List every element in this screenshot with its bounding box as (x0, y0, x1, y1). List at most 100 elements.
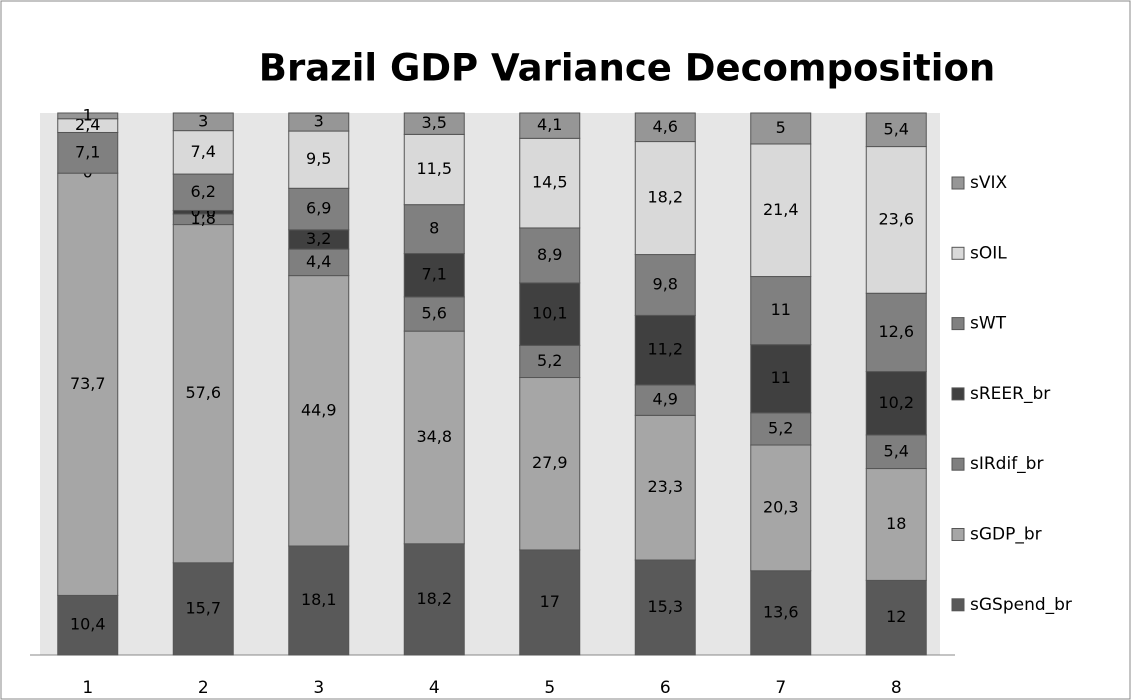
legend-label: sGSpend_br (970, 595, 1072, 615)
bar-segment (519, 282, 581, 346)
data-label: 11 (771, 368, 791, 387)
data-label: 6,9 (306, 199, 331, 218)
data-label: 18,1 (301, 590, 337, 609)
data-label: 9,5 (306, 149, 331, 168)
bar-segment (403, 253, 465, 298)
bar-segment (403, 543, 465, 656)
bar-segment (865, 579, 927, 656)
data-label: 12 (886, 607, 906, 626)
data-label: 3,5 (422, 113, 447, 132)
data-label: 17 (540, 592, 560, 611)
data-label: 1 (83, 105, 93, 124)
bar-segment (288, 248, 350, 277)
bar-segment (634, 559, 696, 656)
x-tick-label: 3 (313, 678, 324, 698)
bar-segment (750, 143, 812, 278)
data-label: 20,3 (763, 497, 799, 516)
bar-segment (519, 377, 581, 551)
data-label: 11,2 (647, 340, 683, 359)
legend-swatch (951, 176, 965, 190)
bar-segment (172, 173, 234, 211)
data-label: 8,9 (537, 245, 562, 264)
bar-segment (519, 344, 581, 379)
bar-segment (57, 131, 119, 174)
bar-segment (634, 112, 696, 143)
bar-segment (288, 545, 350, 656)
x-tick-label: 8 (891, 678, 902, 698)
bar-segment (519, 137, 581, 229)
data-label: 11 (771, 300, 791, 319)
data-label: 18 (886, 514, 906, 533)
bar-segment (634, 414, 696, 561)
data-label: 18,2 (416, 589, 452, 608)
data-label: 4,1 (537, 115, 562, 134)
chart-title: Brazil GDP Variance Decomposition (259, 47, 995, 90)
bar-segment (519, 549, 581, 656)
legend-label: sREER_br (970, 384, 1050, 404)
legend-swatch (951, 387, 965, 401)
bar-segment (288, 275, 350, 547)
data-label: 3,2 (306, 229, 331, 248)
bar-segment (750, 112, 812, 145)
data-label: 7,1 (75, 142, 100, 161)
data-label: 5,4 (884, 441, 909, 460)
data-label: 18,2 (647, 188, 683, 207)
bar-segment (634, 141, 696, 256)
data-label: 5,4 (884, 119, 909, 138)
data-label: 73,7 (70, 374, 106, 393)
data-label: 9,8 (653, 274, 678, 293)
bar-segment (403, 296, 465, 332)
legend-label: sOIL (970, 243, 1007, 263)
data-label: 10,1 (532, 304, 568, 323)
bar-segment (750, 570, 812, 656)
bar-segment (519, 112, 581, 139)
bar-segment (172, 112, 234, 132)
data-label: 15,7 (185, 598, 221, 617)
bar-segment (288, 130, 350, 189)
bar-segment (172, 562, 234, 656)
bar-segment (519, 227, 581, 284)
data-label: 5 (776, 118, 786, 137)
bar-segment (57, 112, 119, 120)
bar-segment (865, 146, 927, 294)
data-label: 23,6 (878, 209, 914, 228)
data-label: 5,2 (768, 418, 793, 437)
legend-label: sVIX (970, 173, 1008, 193)
data-label: 21,4 (763, 200, 799, 219)
x-tick-label: 7 (775, 678, 786, 698)
data-label: 5,6 (422, 304, 447, 323)
bar-segment (288, 112, 350, 132)
x-tick-label: 6 (660, 678, 671, 698)
data-label: 4,6 (653, 117, 678, 136)
data-label: 6,2 (191, 182, 216, 201)
legend-swatch (951, 598, 965, 612)
bar-segment (865, 292, 927, 373)
bar-segment (865, 112, 927, 148)
data-label: 4,4 (306, 252, 331, 271)
data-label: 5,2 (537, 351, 562, 370)
bar-segment (634, 314, 696, 386)
data-label: 4,9 (653, 390, 678, 409)
data-label: 14,5 (532, 173, 568, 192)
data-label: 8 (429, 219, 439, 238)
bar-segment (750, 276, 812, 346)
data-label: 57,6 (185, 383, 221, 402)
bar-segment (750, 344, 812, 414)
bar-segment (403, 112, 465, 135)
data-label: 44,9 (301, 400, 337, 419)
bar-segment (172, 224, 234, 564)
data-label: 34,8 (416, 427, 452, 446)
data-label: 12,6 (878, 322, 914, 341)
data-label: 23,3 (647, 477, 683, 496)
bar-segment (750, 444, 812, 572)
bar-segment (403, 133, 465, 206)
bar-segment (57, 172, 119, 596)
x-tick-label: 2 (198, 678, 209, 698)
x-tick-label: 5 (544, 678, 555, 698)
bar-segment (288, 187, 350, 231)
data-label: 7,1 (422, 265, 447, 284)
legend-swatch (951, 317, 965, 331)
x-tick-label: 4 (429, 678, 440, 698)
legend-swatch (951, 528, 965, 541)
